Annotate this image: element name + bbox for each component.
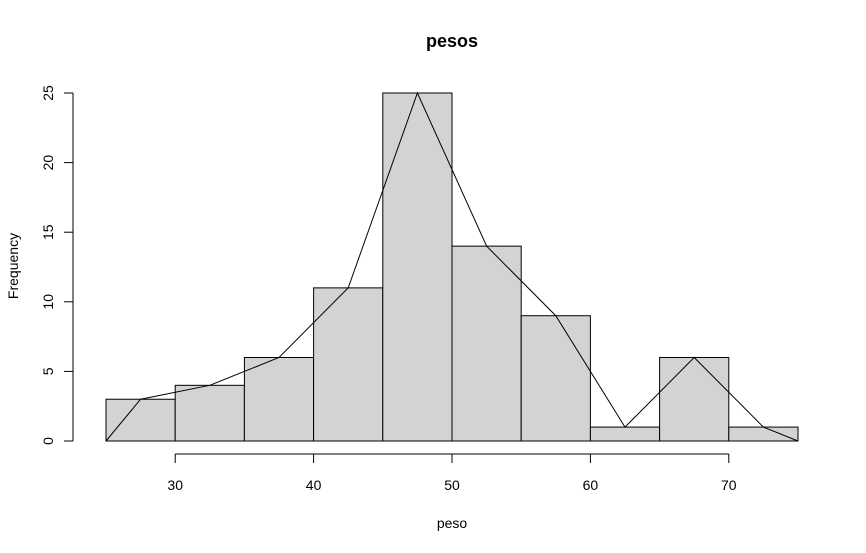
histogram-bar [174,384,245,442]
y-tick-label: 0 [40,437,56,445]
histogram-bar [451,245,522,442]
x-tick-label: 50 [444,477,460,493]
y-tick-label: 5 [40,367,56,375]
y-axis: 0 5 10 15 20 25 [40,85,74,445]
y-tick-label: 25 [40,85,56,101]
histogram-bar [243,356,315,442]
y-axis-label: Frequency [5,233,21,299]
x-tick-label: 60 [583,477,599,493]
histogram-bar [659,356,730,442]
x-axis: 30 40 50 60 70 [167,453,737,493]
x-axis-label: peso [437,515,468,531]
y-tick-label: 10 [40,294,56,310]
histogram-bar [313,287,384,442]
y-tick-label: 20 [40,155,56,171]
histogram-bar [520,315,591,442]
histogram-bar [105,398,176,442]
histogram-bar [589,426,661,442]
bars-group [105,92,799,442]
x-tick-label: 40 [306,477,322,493]
chart-title: pesos [426,31,478,51]
x-tick-label: 30 [167,477,183,493]
y-tick-label: 15 [40,224,56,240]
histogram-bar [382,92,453,442]
frequency-polygon-line [105,91,799,442]
x-tick-label: 70 [721,477,737,493]
histogram-bar [728,426,799,442]
